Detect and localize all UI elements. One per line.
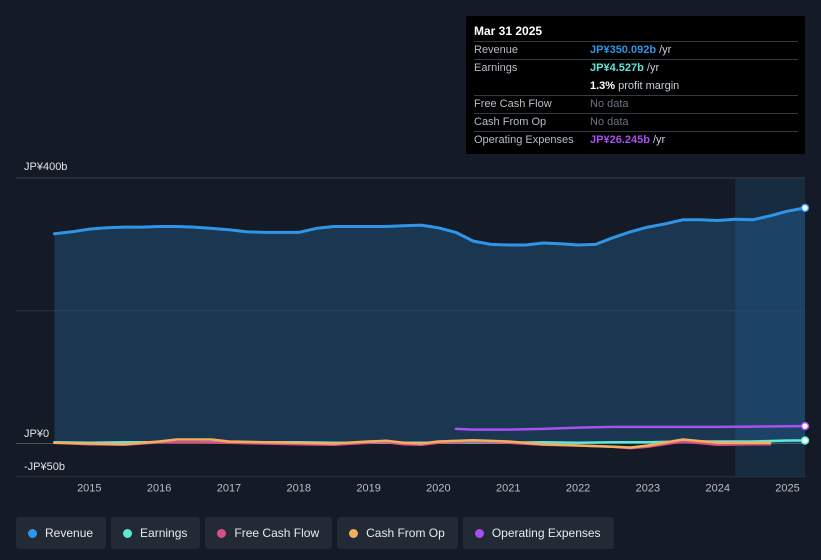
free-cash-flow-line	[53, 440, 772, 450]
legend-item-label: Earnings	[140, 526, 188, 540]
tooltip-row: Revenue JP¥350.092b /yr	[474, 41, 798, 59]
legend-item-label: Cash From Op	[366, 526, 445, 540]
tooltip-row-label: Cash From Op	[474, 116, 547, 129]
tooltip-row-value: JP¥4.527b	[590, 62, 644, 75]
tooltip-row-label: Revenue	[474, 44, 519, 56]
legend-item-free-cash-flow[interactable]: Free Cash Flow	[205, 517, 333, 549]
x-tick-label: 2021	[496, 483, 520, 495]
legend-dot-icon	[28, 528, 37, 538]
series-layer	[52, 203, 810, 450]
legend-item-earnings[interactable]: Earnings	[111, 517, 201, 549]
x-tick-label: 2016	[147, 483, 171, 495]
tooltip-row: 1.3% profit margin	[474, 78, 798, 95]
legend: Revenue Earnings Free Cash Flow Cash From O…	[16, 517, 614, 549]
tooltip-row-value: No data	[590, 116, 629, 129]
x-tick-label: 2018	[287, 483, 311, 495]
tooltip-row-value: No data	[590, 97, 629, 110]
tooltip-row: Free Cash Flow No data	[474, 94, 798, 113]
tooltip-row-label: Free Cash Flow	[474, 97, 552, 110]
tooltip-row-label: Earnings	[474, 62, 518, 75]
tooltip-rows: Revenue JP¥350.092b /yr Earnings JP¥4.527b …	[474, 41, 798, 150]
x-tick-label: 2024	[705, 483, 729, 495]
legend-dot-icon	[123, 528, 133, 538]
x-tick-label: 2015	[77, 483, 101, 495]
tooltip-row-unit: /yr	[656, 44, 672, 56]
revenue-line	[52, 206, 807, 247]
tooltip-row: Operating Expenses JP¥26.245b /yr	[474, 131, 798, 149]
legend-dot-icon	[474, 528, 484, 538]
legend-item-revenue[interactable]: Revenue	[16, 517, 107, 549]
legend-item-operating-expenses[interactable]: Operating Expenses	[462, 517, 614, 549]
y-tick-label-0: JP¥0	[24, 428, 49, 440]
legend-item-cash-from-op[interactable]: Cash From Op	[337, 517, 458, 549]
tooltip-row-value: JP¥350.092b	[590, 44, 657, 56]
x-tick-label: 2020	[426, 483, 450, 495]
revenue-end-marker	[800, 203, 810, 213]
earnings-end-marker	[800, 436, 810, 445]
tooltip-row-value: 1.3%	[590, 79, 616, 92]
operating-expenses-line	[454, 424, 807, 431]
legend-dot-icon	[349, 528, 359, 538]
x-tick-label: 2022	[566, 483, 590, 495]
chart: JP¥400b JP¥0 -JP¥50b 2015 2016 2017 2018 201…	[16, 161, 810, 495]
revenue-area	[54, 207, 805, 444]
tooltip-row-unit: profit margin	[615, 79, 680, 92]
tooltip-row-value: JP¥26.245b	[590, 134, 650, 147]
x-tick-label: 2017	[217, 483, 241, 495]
tooltip: Mar 31 2025 Revenue JP¥350.092b /yr Earnin…	[466, 16, 805, 154]
legend-item-label: Operating Expenses	[491, 526, 601, 540]
y-tick-label-neg50: -JP¥50b	[24, 461, 65, 473]
tooltip-row: Cash From Op No data	[474, 113, 798, 131]
x-tick-label: 2019	[356, 483, 380, 495]
y-tick-label-400: JP¥400b	[24, 161, 67, 173]
tooltip-row: Earnings JP¥4.527b /yr	[474, 59, 798, 77]
tooltip-date: Mar 31 2025	[474, 24, 543, 38]
operating-expenses-end-marker	[800, 421, 810, 431]
tooltip-row-label: Operating Expenses	[474, 134, 574, 147]
x-tick-label: 2023	[636, 483, 660, 495]
tooltip-row-unit: /yr	[649, 134, 666, 147]
legend-item-label: Free Cash Flow	[234, 526, 320, 540]
tooltip-row-label	[474, 78, 590, 95]
legend-item-label: Revenue	[45, 526, 94, 540]
x-tick-label: 2025	[775, 483, 799, 495]
tooltip-row-unit: /yr	[643, 62, 660, 75]
legend-dot-icon	[217, 528, 227, 538]
cash-from-op-line	[53, 438, 772, 449]
x-tick-layer: 2015 2016 2017 2018 2019 2020 2021 2022 2023 2024…	[77, 483, 800, 495]
